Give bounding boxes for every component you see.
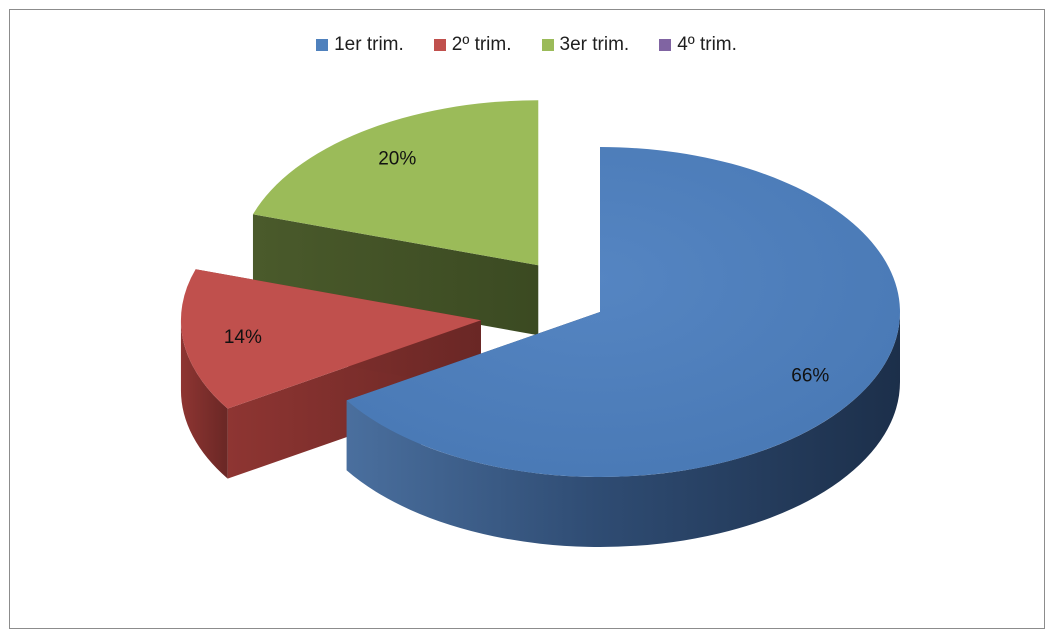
data-label-q2: 14%	[224, 327, 262, 348]
pie-slice-q3-top	[252, 100, 539, 266]
chart-legend: 1er trim. 2º trim. 3er trim. 4º trim.	[0, 34, 1053, 56]
pie-slice-q2-top	[180, 269, 481, 409]
pie-slice-q3	[252, 100, 539, 336]
legend-swatch-q2	[433, 39, 446, 51]
pie-slice-q2-rim	[180, 320, 228, 479]
legend-item-q4: 4º trim.	[659, 34, 737, 56]
legend-swatch-q1	[316, 39, 329, 51]
legend-item-q3: 3er trim.	[541, 34, 630, 56]
legend-label-q3: 3er trim.	[559, 34, 630, 55]
legend-item-q2: 2º trim.	[433, 34, 512, 56]
legend-item-q1: 1er trim.	[316, 34, 404, 56]
data-label-q1: 66%	[791, 366, 829, 387]
pie-slice-q1-rim	[346, 312, 900, 547]
legend-label-q1: 1er trim.	[334, 34, 404, 55]
legend-swatch-q4	[659, 39, 672, 51]
pie-slice-q3-wall	[252, 214, 539, 336]
pie-slice-q1	[346, 147, 901, 547]
legend-label-q2: 2º trim.	[451, 34, 512, 55]
legend-label-q4: 4º trim.	[677, 34, 737, 55]
data-label-q3: 20%	[378, 148, 416, 169]
pie-slice-q1-top	[346, 147, 901, 477]
legend-swatch-q3	[541, 39, 554, 51]
